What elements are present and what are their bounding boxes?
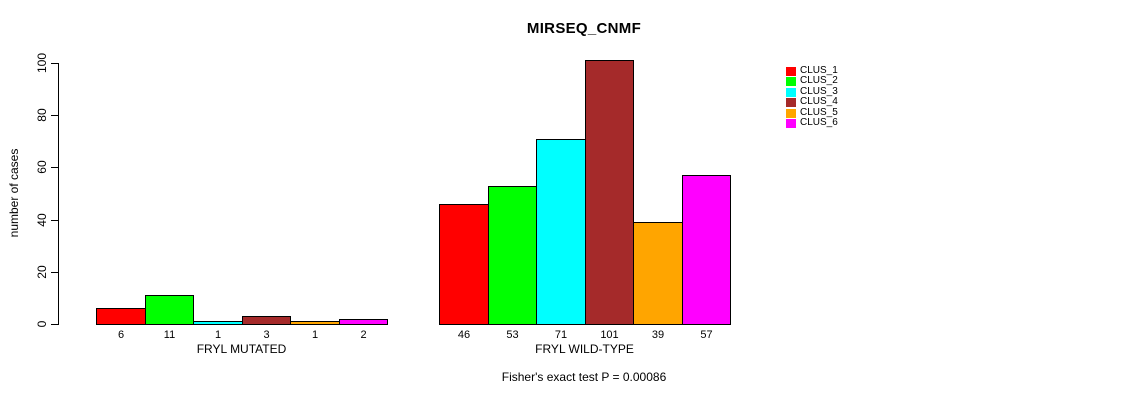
y-tick-label: 20 [35, 265, 49, 279]
bar-value-label: 1 [311, 329, 319, 341]
chart-title: MIRSEQ_CNMF [526, 20, 642, 37]
bar-value-label: 53 [506, 329, 519, 341]
y-tick-mark [51, 220, 58, 221]
bar-CLUS_5 [633, 222, 683, 325]
y-tick-label: 80 [35, 108, 49, 122]
y-tick-mark [51, 63, 58, 64]
legend-item: CLUS_2 [786, 76, 838, 86]
bar-value-label: 11 [163, 329, 176, 341]
y-tick-mark [51, 324, 58, 325]
legend-item: CLUS_3 [786, 87, 838, 97]
bar-value-label: 71 [554, 329, 568, 341]
group-label: FRYL MUTATED [196, 342, 287, 356]
bar-value-label: 1 [214, 329, 222, 341]
bar-CLUS_1 [439, 204, 489, 325]
bar-CLUS_3 [536, 139, 586, 325]
legend-item: CLUS_6 [786, 118, 838, 128]
bar-value-label: 39 [651, 329, 665, 341]
legend-swatch-CLUS_4 [786, 97, 796, 107]
y-tick-label: 60 [35, 160, 49, 174]
legend-swatch-CLUS_2 [786, 76, 796, 86]
bar-CLUS_4 [242, 316, 291, 325]
y-tick-label: 100 [35, 52, 49, 74]
legend-label: CLUS_4 [800, 96, 838, 107]
bar-CLUS_4 [585, 60, 634, 325]
bar-value-label: 46 [457, 329, 471, 341]
bar-CLUS_3 [193, 321, 243, 325]
y-tick-mark [51, 115, 58, 116]
bar-CLUS_6 [339, 319, 388, 325]
annotation-text: Fisher's exact test P = 0.00086 [501, 370, 667, 384]
bar-value-label: 101 [600, 329, 619, 341]
bar-value-label: 3 [263, 329, 270, 341]
bar-value-label: 2 [360, 329, 367, 341]
bar-CLUS_1 [96, 308, 146, 325]
y-tick-label: 0 [35, 320, 49, 328]
bar-value-label: 6 [117, 329, 125, 341]
bar-CLUS_2 [145, 295, 194, 325]
legend-swatch-CLUS_5 [786, 108, 796, 118]
legend-item: CLUS_5 [786, 108, 838, 118]
legend-label: CLUS_6 [800, 117, 838, 128]
legend-swatch-CLUS_6 [786, 118, 796, 128]
y-axis-line [58, 63, 59, 325]
y-axis-title: number of cases [7, 148, 21, 238]
bar-value-label: 57 [700, 329, 713, 341]
legend-label: CLUS_2 [800, 75, 838, 86]
legend-label: CLUS_1 [800, 65, 838, 76]
legend-item: CLUS_4 [786, 97, 838, 107]
bar-CLUS_6 [682, 175, 731, 325]
legend-item: CLUS_1 [786, 66, 838, 76]
bar-CLUS_2 [488, 186, 537, 325]
group-label: FRYL WILD-TYPE [535, 342, 634, 356]
legend-swatch-CLUS_3 [786, 87, 796, 97]
bar-CLUS_5 [290, 321, 340, 325]
legend-swatch-CLUS_1 [786, 66, 796, 76]
y-tick-mark [51, 167, 58, 168]
y-tick-label: 40 [35, 213, 49, 227]
y-tick-mark [51, 272, 58, 273]
legend-label: CLUS_3 [800, 86, 838, 97]
legend-label: CLUS_5 [800, 107, 838, 118]
